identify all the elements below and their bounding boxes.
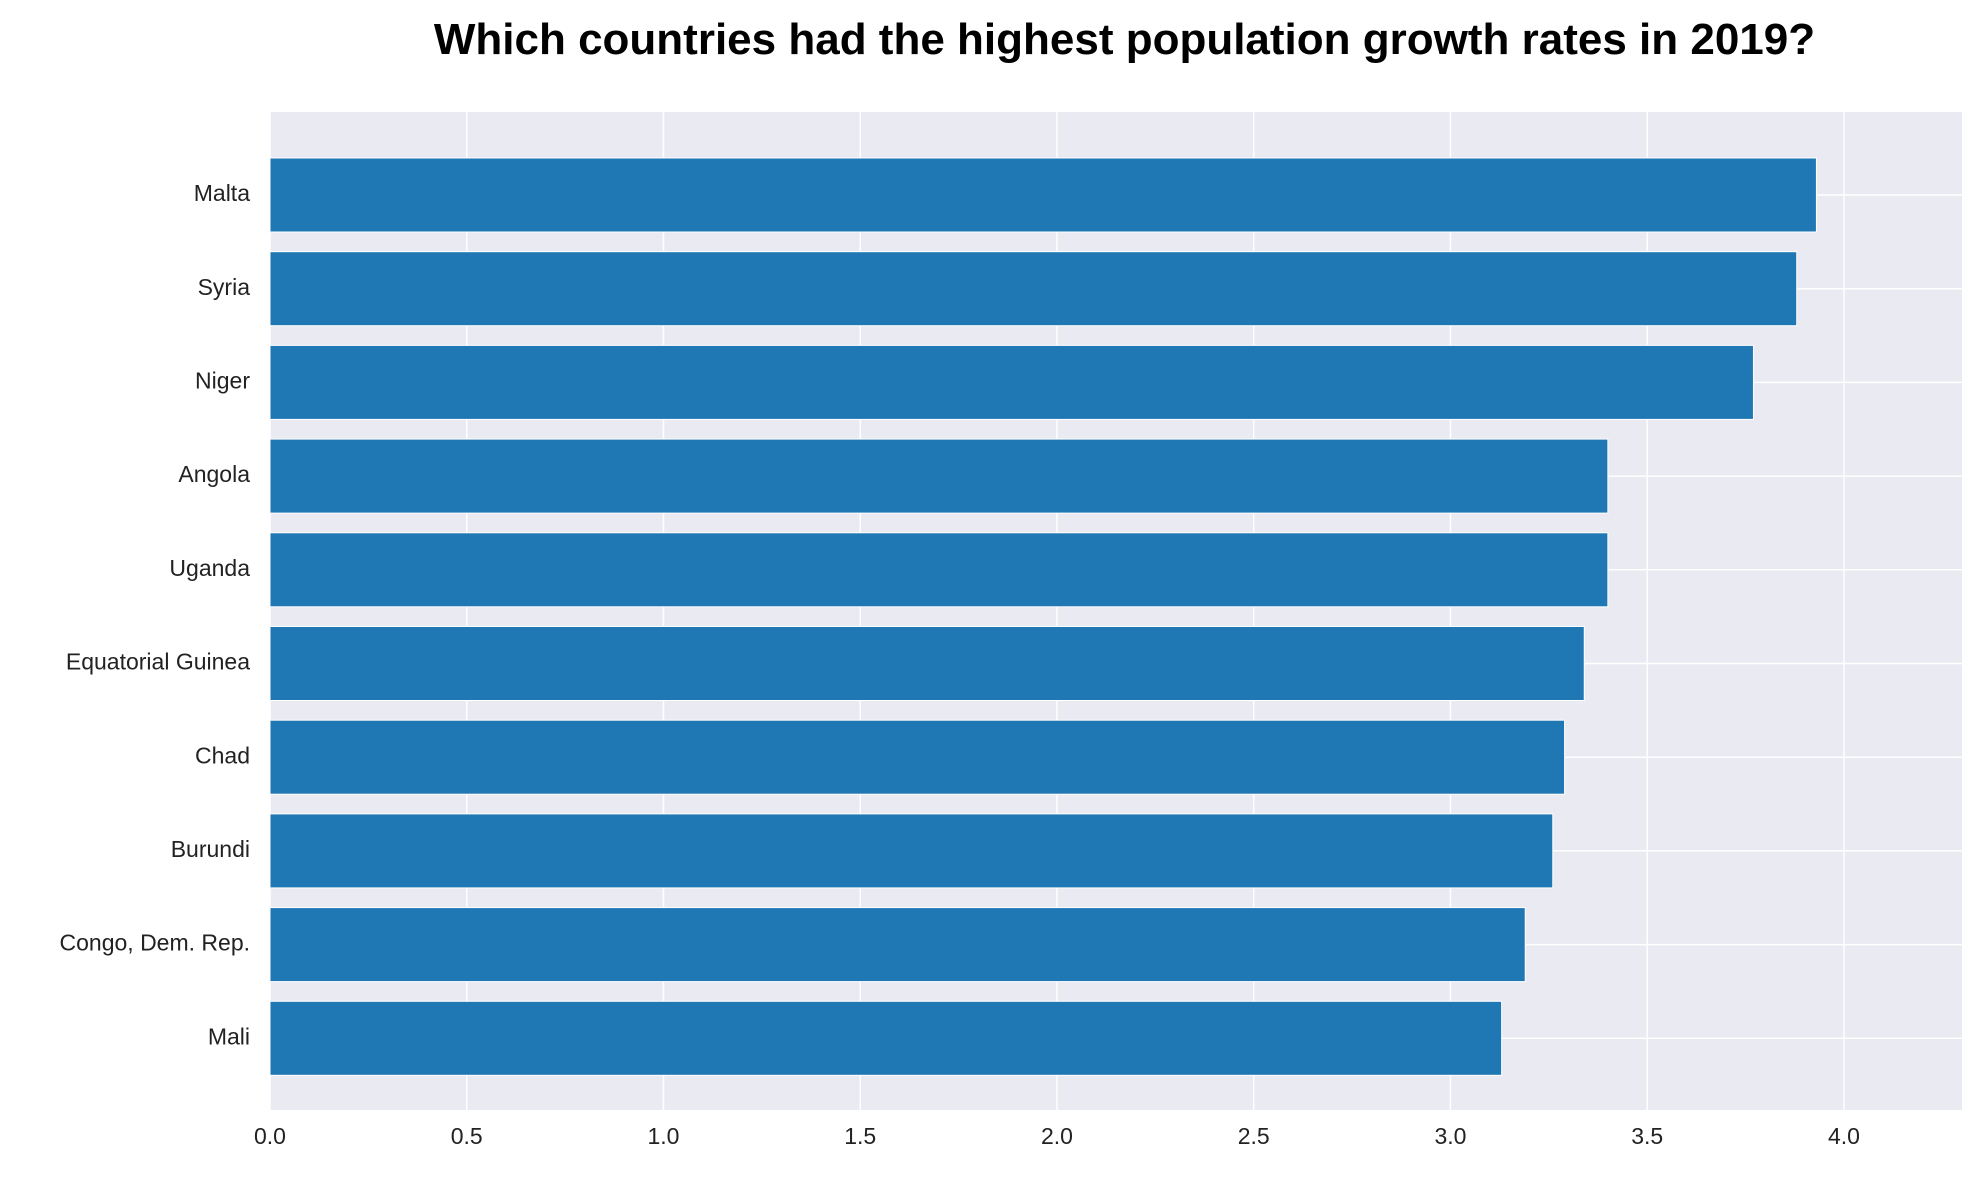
- x-tick-label-3: 1.5: [844, 1123, 876, 1149]
- bar-chad: [269, 719, 1566, 795]
- bar-congo-dem-rep: [269, 907, 1526, 983]
- bar-burundi: [269, 813, 1554, 889]
- bar-equatorial-guinea: [269, 626, 1585, 701]
- category-label-congo-dem-rep: Congo, Dem. Rep.: [60, 930, 250, 956]
- x-tick-label-5: 2.5: [1238, 1123, 1270, 1149]
- category-label-chad: Chad: [195, 742, 250, 768]
- chart-title: Which countries had the highest populati…: [433, 15, 1816, 64]
- x-tick-label-7: 3.5: [1631, 1123, 1663, 1149]
- category-label-equatorial-guinea: Equatorial Guinea: [66, 649, 250, 675]
- bar-syria: [269, 251, 1798, 327]
- x-tick-label-4: 2.0: [1041, 1123, 1073, 1149]
- bar-angola: [269, 438, 1609, 514]
- category-label-angola: Angola: [178, 461, 250, 487]
- bars: [269, 157, 1817, 1076]
- category-label-syria: Syria: [198, 274, 251, 300]
- x-tick-label-8: 4.0: [1828, 1123, 1860, 1149]
- category-label-niger: Niger: [195, 367, 250, 393]
- bar-mali: [269, 1000, 1503, 1076]
- category-label-mali: Mali: [208, 1023, 250, 1049]
- category-label-uganda: Uganda: [169, 555, 250, 581]
- x-axis-ticks: 0.0 0.5 1.0 1.5 2.0 2.5 3.0 3.5 4.0: [254, 1123, 1860, 1149]
- category-label-malta: Malta: [194, 180, 250, 206]
- bar-uganda: [269, 532, 1609, 608]
- x-tick-label-0: 0.0: [254, 1123, 286, 1149]
- bar-malta: [269, 157, 1817, 233]
- category-label-burundi: Burundi: [171, 836, 250, 862]
- x-tick-label-6: 3.0: [1434, 1123, 1466, 1149]
- bar-niger: [269, 344, 1754, 420]
- x-tick-label-1: 0.5: [451, 1123, 483, 1149]
- y-axis-labels: Malta Syria Niger Angola Uganda Equatorial Gu…: [60, 180, 251, 1049]
- x-tick-label-2: 1.0: [647, 1123, 679, 1149]
